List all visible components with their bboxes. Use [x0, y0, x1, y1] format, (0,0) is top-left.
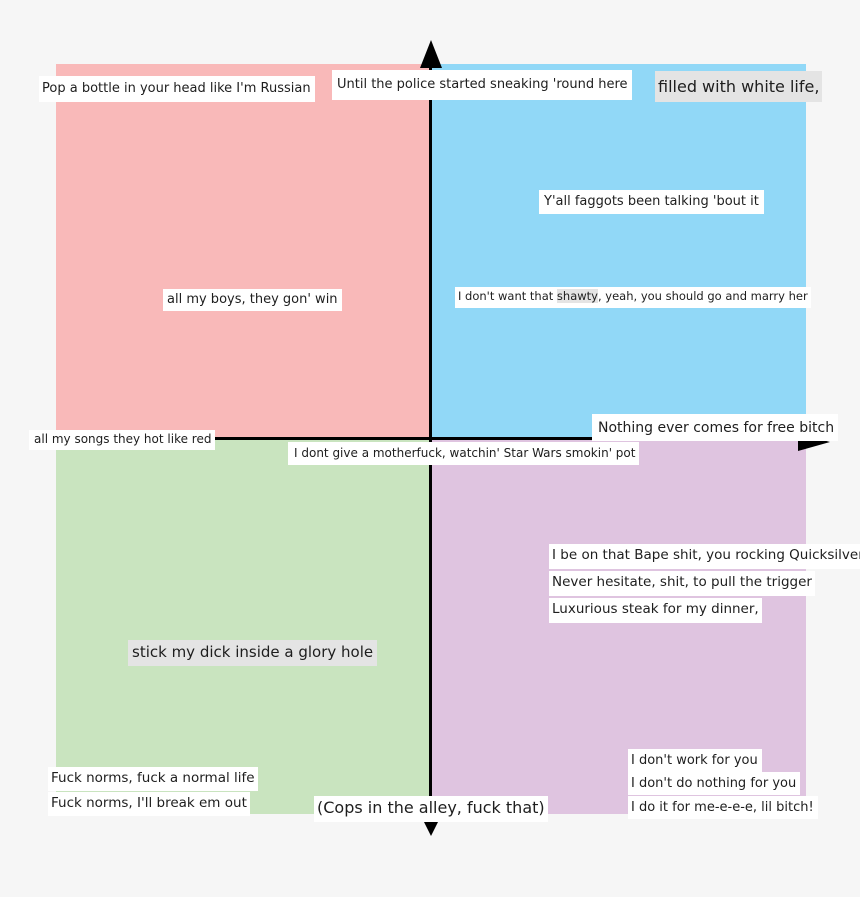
- quadrant-top-right: [431, 64, 806, 438]
- label-norms-2: Fuck norms, I'll break em out: [48, 792, 250, 816]
- horizontal-axis: [58, 437, 828, 440]
- label-norms-1: Fuck norms, fuck a normal life: [48, 767, 258, 791]
- label-bape: I be on that Bape shit, you rocking Quic…: [549, 544, 860, 569]
- label-dont-want: I don't want that shawty, yeah, you shou…: [455, 287, 811, 308]
- label-hesitate: Never hesitate, shit, to pull the trigge…: [549, 571, 815, 596]
- label-for-me: I do it for me-e-e-e, lil bitch!: [628, 796, 818, 819]
- label-cops: (Cops in the alley, fuck that): [314, 796, 548, 822]
- quadrant-bottom-left: [56, 438, 431, 814]
- label-nothing-for-you: I don't do nothing for you: [628, 772, 801, 795]
- label-glory-hole: stick my dick inside a glory hole: [128, 640, 378, 666]
- arrow-up-icon: [420, 40, 442, 68]
- label-dont-want-highlight: shawty: [556, 289, 598, 303]
- label-police: Until the police started sneaking 'round…: [332, 70, 632, 100]
- arrow-down-icon: [424, 822, 438, 836]
- label-yall: Y'all faggots been talking 'bout it: [539, 190, 764, 214]
- label-white-life: filled with white life,: [655, 71, 823, 102]
- quadrant-top-left: [56, 64, 431, 438]
- label-work: I don't work for you: [628, 749, 762, 772]
- label-all-boys: all my boys, they gon' win: [163, 289, 342, 311]
- label-hot-songs: all my songs they hot like red: [29, 430, 216, 450]
- label-dont-want-pre: I don't want that: [458, 289, 557, 303]
- label-pop-bottle: Pop a bottle in your head like I'm Russi…: [39, 76, 315, 102]
- label-steak: Luxurious steak for my dinner,: [549, 598, 762, 623]
- label-dont-want-post: , yeah, you should go and marry her: [597, 289, 808, 303]
- label-motherfuck: I dont give a motherfuck, watchin' Star …: [288, 442, 640, 465]
- label-nothing-free: Nothing ever comes for free bitch: [592, 414, 839, 441]
